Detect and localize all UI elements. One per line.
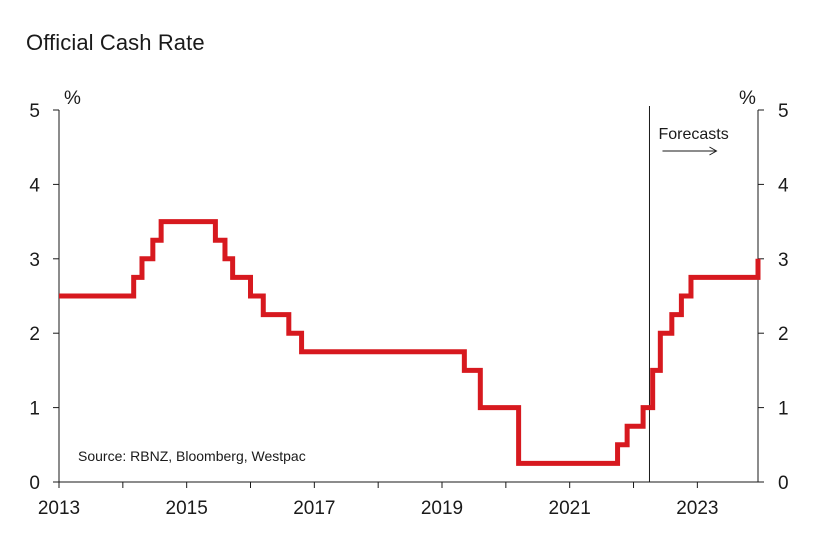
x-tick-label: 2013 [38,498,80,519]
x-tick-label: 2017 [293,498,335,519]
x-tick-label: 2015 [166,498,208,519]
y-axis-unit-right: % [739,88,756,109]
forecast-arrow-icon [662,146,718,156]
forecast-label: Forecasts [658,126,728,143]
y-tick-label-left: 2 [29,324,40,345]
y-tick-label-right: 3 [778,250,789,271]
y-tick-label-left: 5 [29,101,40,122]
y-tick-label-right: 0 [778,473,789,494]
y-tick-label-right: 5 [778,101,789,122]
y-tick-label-left: 4 [29,175,40,196]
forecast-arrow-head [709,146,718,156]
y-tick-label-left: 3 [29,250,40,271]
series-line-ocr [59,219,761,466]
source-note: Source: RBNZ, Bloomberg, Westpac [78,448,306,464]
y-tick-label-left: 0 [29,473,40,494]
y-tick-label-right: 4 [778,175,789,196]
x-tick-label: 2021 [549,498,591,519]
chart-title: Official Cash Rate [26,30,205,55]
y-tick-label-right: 2 [778,324,789,345]
y-tick-label-right: 1 [778,399,789,420]
x-tick-label: 2019 [421,498,463,519]
y-axis-unit-left: % [64,88,81,109]
y-tick-label-left: 1 [29,399,40,420]
x-tick-label: 2023 [676,498,718,519]
